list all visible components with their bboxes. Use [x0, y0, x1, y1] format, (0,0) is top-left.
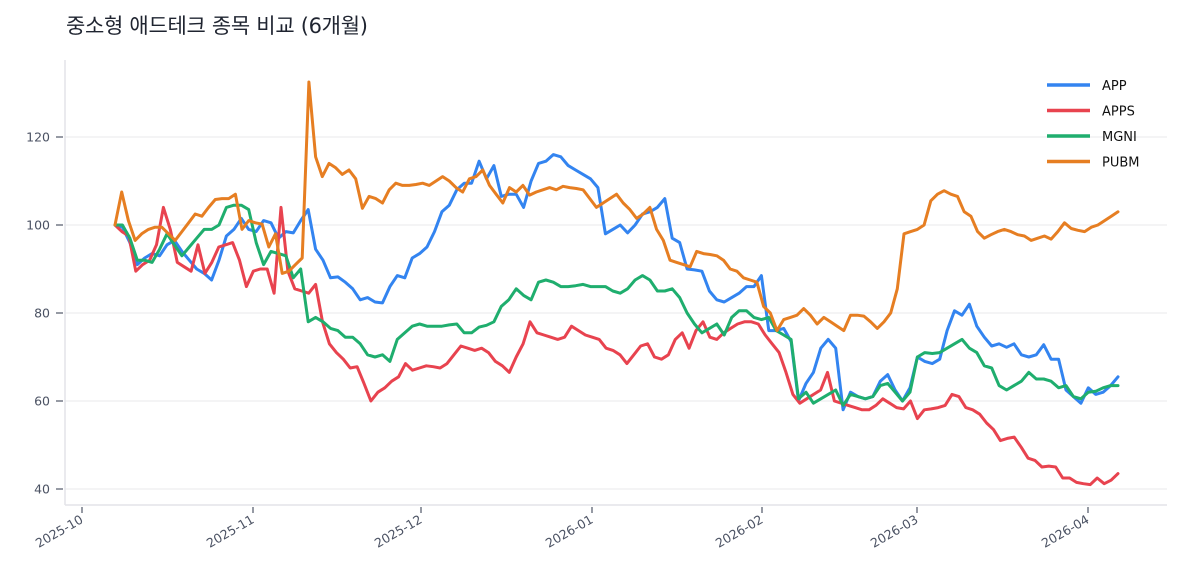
gridlines [65, 136, 1167, 490]
y-tick-label: 120 [26, 130, 50, 145]
x-tick-label: 2026-01 [543, 512, 596, 551]
y-axis: 40 60 80 100 120 [26, 130, 63, 497]
x-tick-label: 2025-12 [372, 512, 425, 551]
series-lines [113, 80, 1120, 487]
y-tick-label: 100 [26, 218, 50, 233]
x-tick-label: 2026-02 [713, 512, 766, 551]
y-tick-label: 80 [34, 306, 50, 321]
legend-label-apps: APPS [1102, 105, 1135, 120]
series-line-app [113, 153, 1120, 412]
legend-label-pubm: PUBM [1102, 156, 1140, 171]
x-tick-label: 2026-03 [868, 512, 921, 551]
axes-frame [64, 60, 1167, 506]
y-tick-label: 40 [34, 482, 50, 497]
x-axis: 2025-10 2025-11 2025-12 2026-01 2026-02 2026-… [33, 507, 1092, 551]
x-tick-label: 2025-11 [204, 512, 257, 551]
legend-label-app: APP [1102, 79, 1127, 94]
series-line-pubm [113, 80, 1120, 333]
legend: APP APPS MGNI PUBM [1047, 79, 1140, 171]
series-line-apps [113, 205, 1120, 487]
x-tick-label: 2025-10 [33, 512, 86, 551]
chart-title: 중소형 애드테크 종목 비교 (6개월) [66, 14, 368, 38]
series-line-mgni [113, 203, 1120, 407]
legend-label-mgni: MGNI [1102, 130, 1137, 145]
y-tick-label: 60 [34, 394, 50, 409]
x-tick-label: 2026-04 [1039, 512, 1092, 551]
